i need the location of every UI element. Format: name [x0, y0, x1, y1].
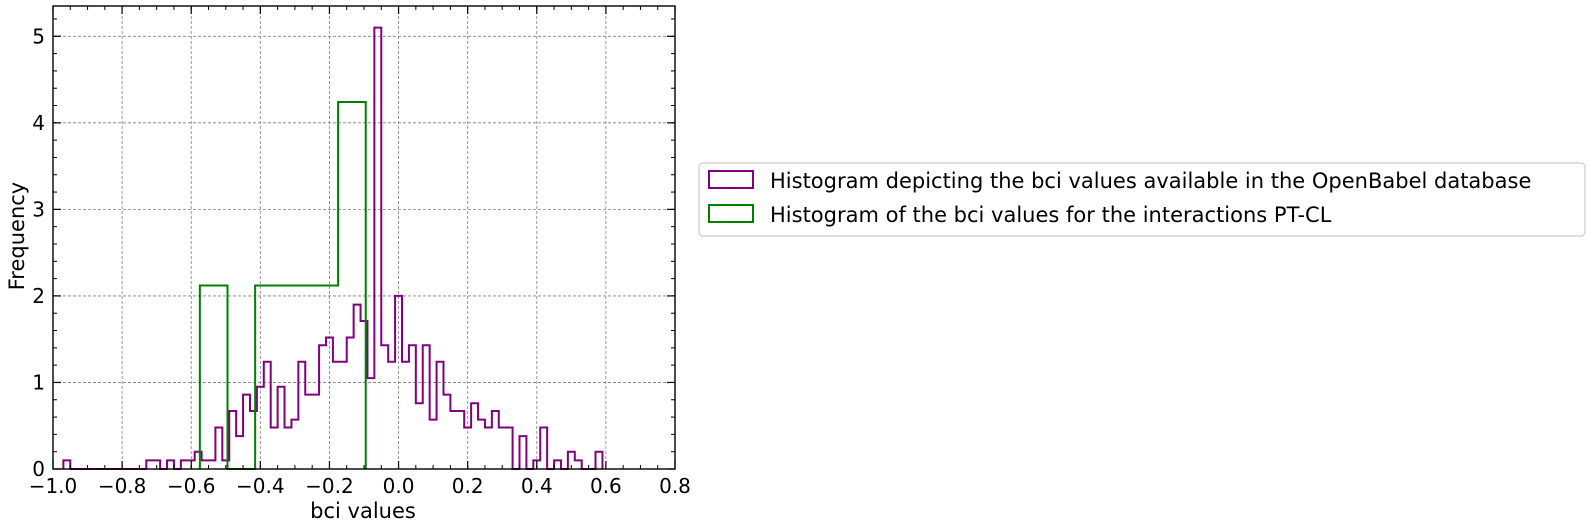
y-tick-label: 1	[32, 370, 45, 394]
legend-frame	[698, 162, 1586, 237]
axes-frame	[52, 5, 676, 470]
x-tick-label: 0.8	[659, 474, 691, 498]
x-tick-label: 0.6	[590, 474, 622, 498]
y-tick-label: 5	[32, 24, 45, 48]
x-tick-label: −1.0	[29, 474, 78, 498]
legend-label-openbabel: Histogram depicting the bci values avail…	[770, 169, 1531, 193]
x-tick-label: −0.2	[305, 474, 354, 498]
histogram-pt-cl	[198, 101, 367, 470]
y-axis-label: Frequency	[5, 182, 29, 291]
x-tick-label: 0.0	[383, 474, 415, 498]
y-tick-label: 2	[32, 284, 45, 308]
plot-area	[62, 26, 604, 470]
x-tick-label: −0.4	[236, 474, 285, 498]
y-tick-label: 4	[32, 111, 45, 135]
histogram-openbabel	[62, 26, 604, 470]
grid	[53, 6, 675, 469]
x-tick-label: −0.6	[167, 474, 216, 498]
y-tick-label: 3	[32, 197, 45, 221]
legend-swatch-ptcl	[708, 204, 754, 223]
x-tick-label: 0.2	[452, 474, 484, 498]
axes: −1.0 −0.8 −0.6 −0.4 −0.2 0.0 0.2 0.4 0.6 0.8 0 1 2 3 4…	[29, 5, 691, 498]
legend: Histogram depicting the bci values avail…	[698, 162, 1586, 237]
y-tick-label: 0	[32, 457, 45, 481]
x-axis-label: bci values	[310, 499, 416, 523]
x-tick-label: 0.4	[521, 474, 553, 498]
legend-label-ptcl: Histogram of the bci values for the inte…	[770, 203, 1332, 227]
x-tick-label: −0.8	[98, 474, 147, 498]
legend-swatch-openbabel	[708, 170, 754, 189]
